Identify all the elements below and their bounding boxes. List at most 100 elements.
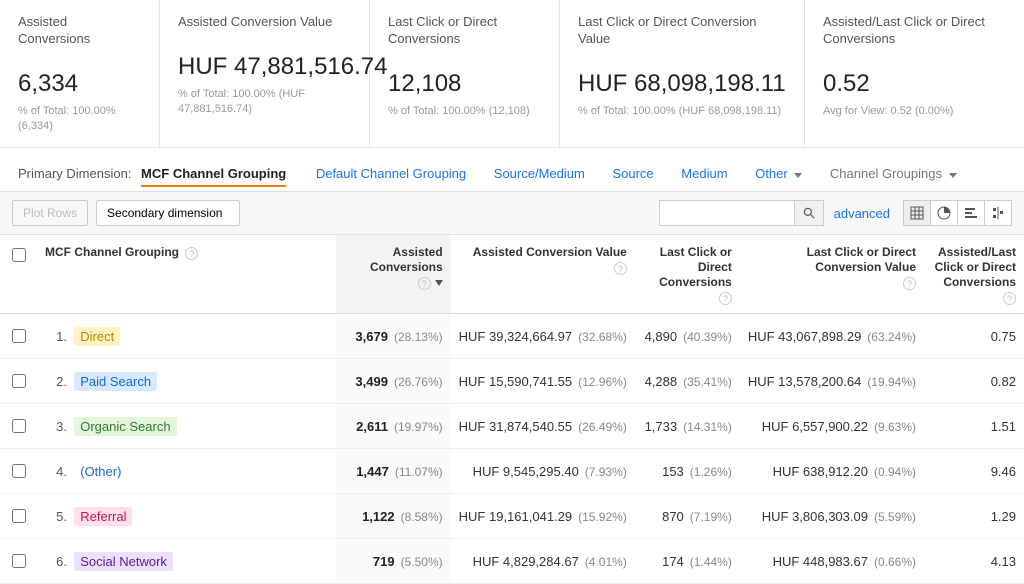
view-toggle-group xyxy=(904,200,1012,226)
scorecard-value: 12,108 xyxy=(388,70,541,98)
row-last-click-conversion-value: HUF 43,067,898.29(63.24%) xyxy=(740,314,924,359)
channel-chip[interactable]: Organic Search xyxy=(74,417,176,436)
channel-chip[interactable]: Direct xyxy=(74,327,120,346)
plot-rows-button[interactable]: Plot Rows xyxy=(12,200,88,226)
select-all-checkbox[interactable] xyxy=(12,248,26,262)
secondary-dimension-dropdown[interactable]: Secondary dimension xyxy=(96,200,240,226)
row-assisted-conversions: 3,499(26.76%) xyxy=(336,359,451,404)
table-row: 3. Organic Search2,611(19.97%)HUF 31,874… xyxy=(0,404,1024,449)
dim-link-other[interactable]: Other xyxy=(755,166,802,181)
col-assisted-conversions[interactable]: Assisted Conversions? xyxy=(336,235,451,314)
col-checkbox xyxy=(0,235,37,314)
row-checkbox[interactable] xyxy=(12,329,26,343)
col-channel-grouping[interactable]: MCF Channel Grouping ? xyxy=(37,235,336,314)
table-row: 6. Social Network719(5.50%)HUF 4,829,284… xyxy=(0,539,1024,584)
search-button[interactable] xyxy=(794,200,824,226)
view-table-button[interactable] xyxy=(903,200,931,226)
scorecard-assisted-conversions: Assisted Conversions 6,334 % of Total: 1… xyxy=(0,0,160,147)
table-toolbar: Plot Rows Secondary dimension advanced xyxy=(0,191,1024,235)
primary-dimension-active[interactable]: MCF Channel Grouping xyxy=(141,166,286,187)
row-ratio: 1.51 xyxy=(924,404,1024,449)
data-table: MCF Channel Grouping ? Assisted Conversi… xyxy=(0,235,1024,584)
view-pie-button[interactable] xyxy=(930,200,958,226)
row-name-cell: 5. Referral xyxy=(37,494,336,539)
row-last-click-conversions: 4,288(35.41%) xyxy=(635,359,740,404)
table-icon xyxy=(910,206,924,220)
channel-chip[interactable]: Paid Search xyxy=(74,372,157,391)
dim-link-medium[interactable]: Medium xyxy=(681,166,727,181)
help-icon[interactable]: ? xyxy=(1003,292,1016,305)
view-performance-button[interactable] xyxy=(957,200,985,226)
help-icon[interactable]: ? xyxy=(185,247,198,260)
scorecard-last-click-conversion-value: Last Click or Direct Conversion Value HU… xyxy=(560,0,805,147)
row-checkbox-cell xyxy=(0,494,37,539)
row-assisted-conversion-value: HUF 19,161,041.29(15.92%) xyxy=(451,494,635,539)
row-checkbox[interactable] xyxy=(12,554,26,568)
row-assisted-conversions: 1,122(8.58%) xyxy=(336,494,451,539)
channel-groupings-dropdown[interactable]: Channel Groupings xyxy=(830,166,957,181)
scorecard-title: Assisted/Last Click or Direct Conversion… xyxy=(823,14,1006,48)
row-ratio: 1.29 xyxy=(924,494,1024,539)
col-ratio[interactable]: Assisted/Last Click or Direct Conversion… xyxy=(924,235,1024,314)
row-ratio: 4.13 xyxy=(924,539,1024,584)
channel-chip[interactable]: Social Network xyxy=(74,552,173,571)
scorecard-title: Last Click or Direct Conversions xyxy=(388,14,541,48)
row-checkbox-cell xyxy=(0,449,37,494)
scorecard-value: 0.52 xyxy=(823,70,1006,98)
row-checkbox-cell xyxy=(0,359,37,404)
help-icon[interactable]: ? xyxy=(614,262,627,275)
table-row: 4. (Other)1,447(11.07%)HUF 9,545,295.40(… xyxy=(0,449,1024,494)
help-icon[interactable]: ? xyxy=(903,277,916,290)
table-row: 2. Paid Search3,499(26.76%)HUF 15,590,74… xyxy=(0,359,1024,404)
row-name-cell: 3. Organic Search xyxy=(37,404,336,449)
scorecard-sub: Avg for View: 0.52 (0.00%) xyxy=(823,104,1006,119)
row-assisted-conversion-value: HUF 39,324,664.97(32.68%) xyxy=(451,314,635,359)
channel-chip[interactable]: (Other) xyxy=(74,462,127,481)
scorecard-sub: % of Total: 100.00% (12,108) xyxy=(388,104,541,119)
view-comparison-button[interactable] xyxy=(984,200,1012,226)
scorecard-sub: % of Total: 100.00% (HUF 68,098,198.11) xyxy=(578,104,786,119)
row-last-click-conversions: 870(7.19%) xyxy=(635,494,740,539)
caret-down-icon xyxy=(949,173,957,178)
bars-icon xyxy=(964,206,978,220)
scorecard-title: Assisted Conversions xyxy=(18,14,141,48)
pie-icon xyxy=(937,206,951,220)
row-last-click-conversion-value: HUF 13,578,200.64(19.94%) xyxy=(740,359,924,404)
search-wrap xyxy=(659,200,824,226)
help-icon[interactable]: ? xyxy=(719,292,732,305)
search-input[interactable] xyxy=(659,200,794,226)
dim-link-source[interactable]: Source xyxy=(612,166,653,181)
dim-link-default-channel-grouping[interactable]: Default Channel Grouping xyxy=(316,166,466,181)
row-assisted-conversion-value: HUF 15,590,741.55(12.96%) xyxy=(451,359,635,404)
col-last-click-conversions[interactable]: Last Click or Direct Conversions? xyxy=(635,235,740,314)
row-checkbox[interactable] xyxy=(12,464,26,478)
sort-desc-icon xyxy=(435,280,443,286)
scorecard-value: HUF 68,098,198.11 xyxy=(578,70,786,98)
row-checkbox[interactable] xyxy=(12,374,26,388)
scorecard-title: Last Click or Direct Conversion Value xyxy=(578,14,786,48)
row-last-click-conversions: 1,733(14.31%) xyxy=(635,404,740,449)
scorecard-value: HUF 47,881,516.74 xyxy=(178,53,351,81)
row-last-click-conversions: 4,890(40.39%) xyxy=(635,314,740,359)
advanced-link[interactable]: advanced xyxy=(834,206,890,221)
row-checkbox-cell xyxy=(0,404,37,449)
row-assisted-conversions: 3,679(28.13%) xyxy=(336,314,451,359)
channel-chip[interactable]: Referral xyxy=(74,507,132,526)
row-checkbox-cell xyxy=(0,314,37,359)
row-name-cell: 1. Direct xyxy=(37,314,336,359)
col-assisted-conversion-value[interactable]: Assisted Conversion Value? xyxy=(451,235,635,314)
row-checkbox-cell xyxy=(0,539,37,584)
row-assisted-conversion-value: HUF 31,874,540.55(26.49%) xyxy=(451,404,635,449)
table-row: 1. Direct3,679(28.13%)HUF 39,324,664.97(… xyxy=(0,314,1024,359)
scorecard-title: Assisted Conversion Value xyxy=(178,14,351,31)
help-icon[interactable]: ? xyxy=(418,277,431,290)
row-checkbox[interactable] xyxy=(12,509,26,523)
row-name-cell: 6. Social Network xyxy=(37,539,336,584)
dim-link-source-medium[interactable]: Source/Medium xyxy=(494,166,585,181)
scorecards-row: Assisted Conversions 6,334 % of Total: 1… xyxy=(0,0,1024,148)
comparison-icon xyxy=(991,206,1005,220)
row-last-click-conversions: 174(1.44%) xyxy=(635,539,740,584)
col-last-click-conversion-value[interactable]: Last Click or Direct Conversion Value? xyxy=(740,235,924,314)
row-checkbox[interactable] xyxy=(12,419,26,433)
row-assisted-conversions: 2,611(19.97%) xyxy=(336,404,451,449)
